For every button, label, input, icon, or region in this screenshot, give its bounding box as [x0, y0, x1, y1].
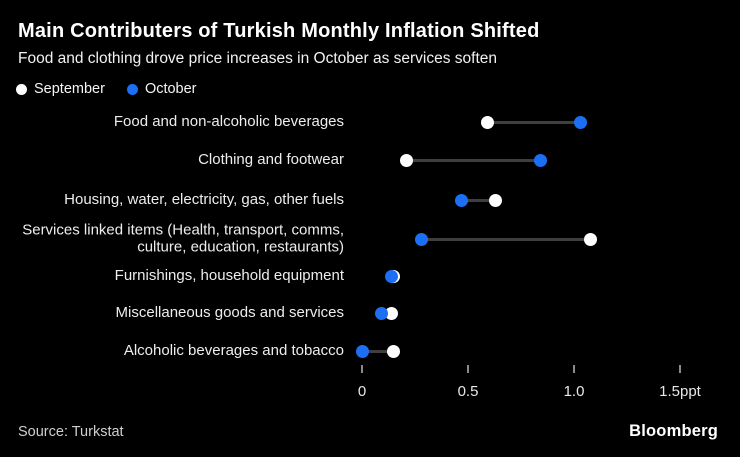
- connector-line: [362, 349, 394, 353]
- legend-label: October: [144, 81, 197, 97]
- axis-tick-label: 0: [357, 383, 367, 400]
- axis-tick: [573, 365, 575, 373]
- september-dot: [385, 306, 399, 320]
- category-label: Services linked items (Health, transport…: [22, 221, 344, 255]
- legend-item-october: October: [126, 81, 197, 97]
- category-label: Alcoholic beverages and tobacco: [123, 341, 344, 359]
- legend: September October: [16, 81, 197, 97]
- chart-subtitle: Food and clothing drove price increases …: [18, 50, 498, 67]
- connector-line: [421, 237, 591, 241]
- october-legend-dot-icon: [126, 83, 138, 95]
- october-dot: [455, 193, 469, 207]
- axis-tick-label: 0.5: [457, 383, 479, 400]
- legend-label: September: [34, 81, 105, 97]
- october-dot: [533, 153, 547, 167]
- connector-line: [461, 198, 496, 202]
- bloomberg-logo: Bloomberg: [629, 422, 718, 440]
- chart-title: Main Contributers of Turkish Monthly Inf…: [18, 20, 540, 42]
- october-dot: [385, 269, 399, 283]
- axis-tick: [361, 365, 363, 373]
- category-label: Food and non-alcoholic beverages: [113, 112, 344, 130]
- september-dot: [480, 115, 494, 129]
- september-dot: [387, 344, 401, 358]
- category-label: Furnishings, household equipment: [114, 266, 344, 284]
- september-legend-dot-icon: [16, 83, 27, 95]
- category-label: Miscellaneous goods and services: [115, 303, 344, 321]
- connector-line: [406, 158, 541, 162]
- legend-item-september: September: [16, 81, 105, 97]
- october-dot: [573, 115, 587, 129]
- october-dot: [374, 306, 388, 320]
- category-label: Housing, water, electricity, gas, other …: [64, 190, 344, 208]
- axis-tick: [467, 365, 469, 373]
- october-dot: [414, 232, 428, 246]
- source-credit: Source: Turkstat: [18, 424, 124, 440]
- september-dot: [489, 193, 503, 207]
- category-label: Clothing and footwear: [198, 150, 344, 168]
- connector-line: [487, 120, 581, 124]
- october-dot: [355, 344, 369, 358]
- axis-tick-label: 1.5ppt: [659, 383, 701, 400]
- axis-tick: [679, 365, 681, 373]
- axis-tick-label: 1.0: [563, 383, 585, 400]
- september-dot: [584, 232, 598, 246]
- september-dot: [400, 153, 414, 167]
